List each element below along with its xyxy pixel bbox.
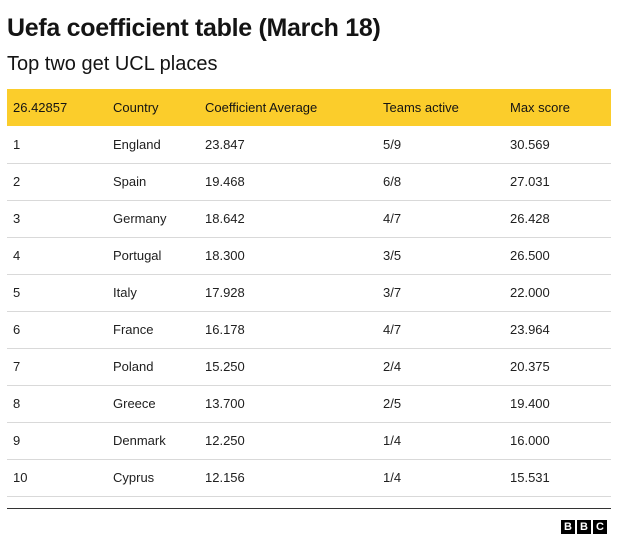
cell-teams-active: 4/7 <box>383 211 402 226</box>
table-row: 4 Portugal 18.300 3/5 26.500 <box>7 237 611 274</box>
cell-coefficient-average: 23.847 <box>205 136 245 152</box>
cell-teams-active: 6/8 <box>383 174 402 189</box>
cell-max-score: 26.500 <box>510 248 550 263</box>
cell-country: Italy <box>113 285 137 300</box>
cell-teams-active: 4/7 <box>383 322 402 337</box>
bbc-logo-letter: C <box>593 520 607 534</box>
header-country: Country <box>113 100 159 115</box>
footer-rule <box>7 508 611 509</box>
cell-teams-active: 3/5 <box>383 248 402 263</box>
cell-coefficient-average: 16.178 <box>205 322 245 337</box>
cell-country: England <box>113 136 161 152</box>
cell-coefficient-average: 17.928 <box>205 285 245 300</box>
cell-coefficient-average: 15.250 <box>205 359 245 374</box>
cell-teams-active: 2/5 <box>383 396 402 411</box>
cell-coefficient-average: 12.156 <box>205 470 245 485</box>
table-body: 1 England 23.847 5/9 30.569 2 Spain 19.468 6/8 27… <box>7 126 611 496</box>
cell-rank: 10 <box>13 470 28 485</box>
cell-max-score: 15.531 <box>510 470 550 485</box>
cell-country: Poland <box>113 359 154 374</box>
cell-country: Denmark <box>113 433 166 448</box>
table-row: 5 Italy 17.928 3/7 22.000 <box>7 274 611 311</box>
cell-teams-active: 1/4 <box>383 470 402 485</box>
cell-teams-active: 1/4 <box>383 433 402 448</box>
cell-coefficient-average: 18.642 <box>205 211 245 226</box>
cell-coefficient-average: 19.468 <box>205 174 245 189</box>
cell-country: Greece <box>113 396 156 411</box>
cell-country: Cyprus <box>113 470 155 485</box>
cell-rank: 8 <box>13 396 21 411</box>
cell-max-score: 22.000 <box>510 285 550 300</box>
cell-rank: 1 <box>13 136 21 152</box>
cell-max-score: 20.375 <box>510 359 550 374</box>
table-row: 2 Spain 19.468 6/8 27.031 <box>7 163 611 200</box>
table-row: 10 Cyprus 12.156 1/4 15.531 <box>7 459 611 496</box>
cell-max-score: 19.400 <box>510 396 550 411</box>
cell-teams-active: 3/7 <box>383 285 402 300</box>
header-rank-value: 26.42857 <box>13 100 68 115</box>
cell-rank: 4 <box>13 248 21 263</box>
cell-country: Spain <box>113 174 147 189</box>
cell-rank: 9 <box>13 433 21 448</box>
cell-coefficient-average: 13.700 <box>205 396 245 411</box>
cell-max-score: 30.569 <box>510 136 550 152</box>
table-row: 1 England 23.847 5/9 30.569 <box>7 126 611 163</box>
coefficient-table: 26.42857 Country Coefficient Average Tea… <box>7 89 611 497</box>
header-coefficient-average: Coefficient Average <box>205 100 318 115</box>
cell-max-score: 23.964 <box>510 322 550 337</box>
cell-country: Germany <box>113 211 167 226</box>
cell-coefficient-average: 12.250 <box>205 433 245 448</box>
cell-max-score: 16.000 <box>510 433 550 448</box>
bbc-logo-letter: B <box>577 520 591 534</box>
cell-rank: 2 <box>13 174 21 189</box>
bbc-logo-letter: B <box>561 520 575 534</box>
page-title: Uefa coefficient table (March 18) <box>7 14 381 42</box>
table-row: 3 Germany 18.642 4/7 26.428 <box>7 200 611 237</box>
cell-country: Portugal <box>113 248 162 263</box>
cell-country: France <box>113 322 154 337</box>
page-subtitle: Top two get UCL places <box>7 53 218 75</box>
table-row: 6 France 16.178 4/7 23.964 <box>7 311 611 348</box>
cell-rank: 3 <box>13 211 21 226</box>
cell-teams-active: 2/4 <box>383 359 402 374</box>
cell-coefficient-average: 18.300 <box>205 248 245 263</box>
header-max-score: Max score <box>510 100 570 115</box>
cell-rank: 5 <box>13 285 21 300</box>
bbc-logo: B B C <box>561 520 607 534</box>
cell-max-score: 27.031 <box>510 174 550 189</box>
table-header-row: 26.42857 Country Coefficient Average Tea… <box>7 89 611 126</box>
cell-rank: 7 <box>13 359 21 374</box>
table-row: 8 Greece 13.700 2/5 19.400 <box>7 385 611 422</box>
cell-rank: 6 <box>13 322 21 337</box>
table-row: 7 Poland 15.250 2/4 20.375 <box>7 348 611 385</box>
header-teams-active: Teams active <box>383 100 459 115</box>
cell-teams-active: 5/9 <box>383 136 402 152</box>
table-row: 9 Denmark 12.250 1/4 16.000 <box>7 422 611 459</box>
cell-max-score: 26.428 <box>510 211 550 226</box>
